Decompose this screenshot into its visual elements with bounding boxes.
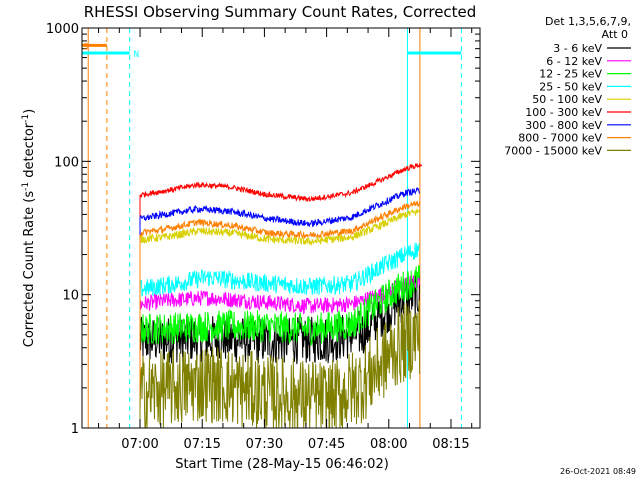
x-tick-label: 08:15 — [432, 437, 469, 452]
y-tick-label: 10 — [62, 289, 79, 304]
legend-label-4: 25 - 50 keV — [539, 80, 602, 93]
x-tick-label: 08:00 — [370, 437, 407, 452]
y-tick-label: 100 — [54, 155, 79, 170]
legend-header-line1: Det 1,3,5,6,7,9, — [545, 15, 631, 28]
series-line-8 — [139, 200, 421, 428]
series-line-3 — [139, 265, 421, 428]
legend-label-9: 7000 - 15000 keV — [504, 144, 602, 157]
legend-label-2: 6 - 12 keV — [546, 55, 602, 68]
legend-label-8: 800 - 7000 keV — [518, 132, 602, 145]
flag-label-S: S — [83, 42, 88, 52]
series-line-5 — [139, 208, 421, 428]
series-line-6 — [139, 163, 423, 428]
series-line-4 — [139, 242, 420, 428]
x-tick-label: 07:00 — [121, 437, 158, 452]
footer-timestamp: 26-Oct-2021 08:49 — [560, 467, 636, 476]
flag-label-N: N — [134, 50, 139, 60]
chart-title: RHESSI Observing Summary Count Rates, Co… — [84, 3, 477, 21]
legend-label-1: 3 - 6 keV — [553, 42, 602, 55]
x-tick-label: 07:45 — [308, 437, 345, 452]
plot-frame — [81, 27, 481, 429]
x-tick-label: 07:15 — [183, 437, 220, 452]
series-line-7 — [139, 187, 421, 428]
legend-header-line2: Att 0 — [602, 28, 628, 41]
series-line-2 — [139, 274, 421, 428]
legend-label-3: 12 - 25 keV — [539, 68, 602, 81]
x-tick-label: 07:30 — [246, 437, 283, 452]
y-tick-label: 1000 — [46, 22, 79, 37]
legend-label-6: 100 - 300 keV — [525, 106, 602, 119]
legend-label-7: 300 - 800 keV — [525, 119, 602, 132]
y-axis-label: Corrected Count Rate (s-1 detector-1) — [21, 109, 37, 347]
x-axis-label: Start Time (28-May-15 06:46:02) — [175, 457, 389, 472]
legend-label-5: 50 - 100 keV — [532, 93, 602, 106]
y-tick-label: 1 — [71, 422, 79, 437]
series-line-9 — [139, 300, 421, 428]
